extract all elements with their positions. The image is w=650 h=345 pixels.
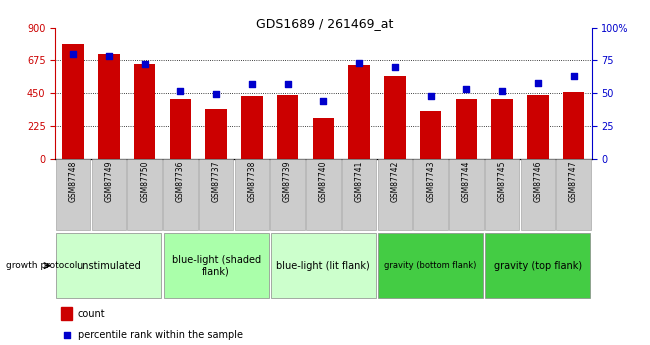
Text: GSM87749: GSM87749 bbox=[105, 161, 113, 203]
Bar bbox=[62, 43, 84, 159]
Point bbox=[61, 332, 72, 338]
Bar bbox=[378, 159, 412, 230]
Bar bbox=[449, 159, 484, 230]
Bar bbox=[342, 159, 376, 230]
Text: GSM87740: GSM87740 bbox=[319, 161, 328, 203]
Text: gravity (bottom flank): gravity (bottom flank) bbox=[384, 261, 477, 270]
Bar bbox=[348, 66, 370, 159]
Text: GDS1689 / 261469_at: GDS1689 / 261469_at bbox=[256, 17, 394, 30]
Point bbox=[247, 81, 257, 87]
Bar bbox=[563, 92, 584, 159]
Text: GSM87747: GSM87747 bbox=[569, 161, 578, 203]
Point bbox=[390, 64, 400, 70]
Text: count: count bbox=[78, 309, 105, 318]
Point bbox=[568, 73, 578, 79]
Point bbox=[211, 92, 221, 97]
Text: blue-light (lit flank): blue-light (lit flank) bbox=[276, 261, 370, 270]
Point bbox=[68, 51, 78, 57]
Text: percentile rank within the sample: percentile rank within the sample bbox=[78, 330, 242, 340]
Text: GSM87746: GSM87746 bbox=[534, 161, 542, 203]
Text: GSM87736: GSM87736 bbox=[176, 161, 185, 203]
Bar bbox=[527, 95, 549, 159]
Point bbox=[176, 88, 186, 93]
Bar bbox=[98, 54, 120, 159]
Bar bbox=[170, 99, 191, 159]
Bar bbox=[456, 99, 477, 159]
Bar bbox=[199, 159, 233, 230]
Bar bbox=[241, 96, 263, 159]
Point bbox=[533, 80, 543, 86]
Bar bbox=[556, 159, 591, 230]
Text: growth protocol: growth protocol bbox=[6, 261, 78, 270]
Bar bbox=[491, 99, 513, 159]
Text: GSM87750: GSM87750 bbox=[140, 161, 149, 203]
Bar bbox=[92, 159, 126, 230]
Text: GSM87737: GSM87737 bbox=[212, 161, 220, 203]
Bar bbox=[521, 159, 555, 230]
Point bbox=[354, 60, 364, 66]
Bar bbox=[60, 307, 72, 320]
Bar bbox=[57, 233, 161, 298]
Text: GSM87745: GSM87745 bbox=[498, 161, 506, 203]
Bar bbox=[486, 233, 590, 298]
Text: GSM87741: GSM87741 bbox=[355, 161, 363, 202]
Point bbox=[425, 93, 436, 99]
Bar bbox=[413, 159, 448, 230]
Point bbox=[139, 61, 150, 67]
Bar bbox=[164, 233, 268, 298]
Point bbox=[282, 81, 293, 87]
Text: unstimulated: unstimulated bbox=[77, 261, 141, 270]
Bar bbox=[270, 159, 305, 230]
Text: GSM87748: GSM87748 bbox=[69, 161, 77, 202]
Bar bbox=[134, 64, 155, 159]
Text: GSM87743: GSM87743 bbox=[426, 161, 435, 203]
Text: GSM87744: GSM87744 bbox=[462, 161, 471, 203]
Point bbox=[104, 54, 114, 59]
Bar bbox=[271, 233, 376, 298]
Bar bbox=[205, 109, 227, 159]
Text: GSM87738: GSM87738 bbox=[248, 161, 256, 202]
Bar bbox=[56, 159, 90, 230]
Bar bbox=[127, 159, 162, 230]
Text: GSM87742: GSM87742 bbox=[391, 161, 399, 202]
Text: GSM87739: GSM87739 bbox=[283, 161, 292, 203]
Bar bbox=[163, 159, 198, 230]
Bar bbox=[384, 76, 406, 159]
Point bbox=[318, 98, 328, 104]
Bar bbox=[378, 233, 483, 298]
Bar bbox=[277, 95, 298, 159]
Bar bbox=[420, 111, 441, 159]
Text: blue-light (shaded
flank): blue-light (shaded flank) bbox=[172, 255, 261, 276]
Bar bbox=[313, 118, 334, 159]
Bar bbox=[235, 159, 269, 230]
Bar bbox=[485, 159, 519, 230]
Bar bbox=[306, 159, 341, 230]
Point bbox=[462, 87, 472, 92]
Point bbox=[497, 88, 507, 93]
Text: gravity (top flank): gravity (top flank) bbox=[494, 261, 582, 270]
